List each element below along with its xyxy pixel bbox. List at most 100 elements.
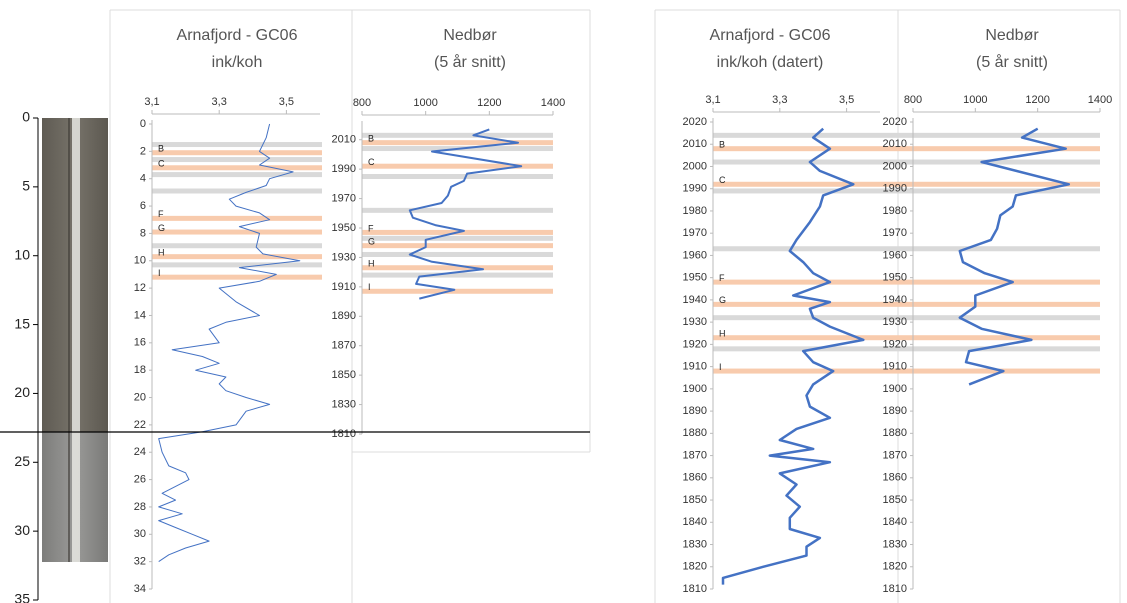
band-label: B: [368, 134, 374, 144]
y-tick-label: 1980: [883, 205, 907, 217]
band-label: H: [158, 248, 165, 258]
band-label: F: [158, 209, 164, 219]
y-tick-label: 0: [22, 109, 30, 125]
y-tick-label: 1940: [683, 294, 707, 306]
chart-subtitle: (5 år snitt): [434, 53, 506, 71]
band: [152, 230, 322, 235]
band: [152, 165, 322, 170]
band-label: H: [368, 259, 375, 269]
y-tick-label: 1990: [883, 183, 907, 195]
y-tick-label: 1830: [883, 538, 907, 550]
y-tick-label: 2: [140, 145, 146, 157]
band-label: G: [719, 295, 726, 305]
y-tick-label: 2000: [683, 160, 707, 172]
x-tick-label: 3,1: [705, 94, 720, 106]
y-tick-label: 2020: [883, 116, 907, 128]
y-tick-label: 2000: [883, 160, 907, 172]
band-label: F: [719, 273, 725, 283]
band-label: I: [368, 282, 371, 292]
y-tick-label: 1840: [683, 516, 707, 528]
y-tick-label: 1820: [683, 561, 707, 573]
band-label: H: [719, 329, 726, 339]
y-tick-label: 1860: [683, 472, 707, 484]
band-label: F: [368, 223, 374, 233]
y-tick-label: 24: [134, 446, 146, 458]
band: [152, 172, 322, 177]
core-image: [42, 118, 108, 562]
y-tick-label: 28: [134, 501, 146, 513]
y-tick-label: 1900: [683, 383, 707, 395]
y-tick-label: 1970: [883, 227, 907, 239]
y-tick-label: 22: [134, 419, 146, 431]
y-tick-label: 1850: [883, 494, 907, 506]
y-tick-label: 34: [134, 583, 146, 595]
x-tick-label: 1400: [541, 97, 565, 109]
x-tick-label: 1000: [963, 94, 987, 106]
y-tick-label: 2010: [332, 134, 356, 146]
x-tick-label: 3,3: [772, 94, 787, 106]
y-tick-label: 1910: [883, 361, 907, 373]
y-tick-label: 1840: [883, 516, 907, 528]
y-tick-label: 1880: [883, 427, 907, 439]
y-tick-label: 1880: [683, 427, 707, 439]
y-tick-label: 25: [14, 453, 30, 469]
band-label: I: [158, 268, 161, 278]
y-tick-label: 1930: [332, 251, 356, 263]
band: [362, 243, 553, 248]
y-tick-label: 1810: [883, 583, 907, 595]
y-tick-label: 1890: [332, 310, 356, 322]
band: [362, 164, 553, 169]
band: [713, 133, 1100, 138]
y-tick-label: 1890: [883, 405, 907, 417]
band: [362, 140, 553, 145]
y-tick-label: 1810: [683, 583, 707, 595]
x-tick-label: 3,5: [279, 96, 294, 108]
band: [362, 273, 553, 278]
y-tick-label: 1910: [332, 281, 356, 293]
y-tick-label: 4: [140, 173, 146, 185]
y-tick-label: 16: [134, 337, 146, 349]
y-tick-label: 1830: [683, 538, 707, 550]
figure: 05101520253035Arnafjord - GC06ink/kohBCF…: [0, 0, 1127, 603]
y-tick-label: 1870: [332, 340, 356, 352]
band-label: C: [368, 157, 375, 167]
y-tick-label: 1930: [883, 316, 907, 328]
x-tick-label: 1200: [1025, 94, 1049, 106]
y-tick-label: 10: [14, 246, 30, 262]
band: [152, 243, 322, 248]
y-tick-label: 1870: [683, 449, 707, 461]
y-tick-label: 1850: [683, 494, 707, 506]
x-tick-label: 800: [904, 94, 922, 106]
y-tick-label: 30: [14, 522, 30, 538]
charts: 05101520253035Arnafjord - GC06ink/kohBCF…: [14, 27, 1112, 603]
y-tick-label: 1950: [683, 272, 707, 284]
y-tick-label: 1940: [883, 294, 907, 306]
y-tick-label: 2010: [883, 138, 907, 150]
x-tick-label: 1000: [413, 97, 437, 109]
y-tick-label: 8: [140, 227, 146, 239]
band-label: C: [158, 159, 165, 169]
band: [152, 150, 322, 155]
y-tick-label: 5: [22, 178, 30, 194]
y-tick-label: 1860: [883, 472, 907, 484]
y-tick-label: 1970: [683, 227, 707, 239]
y-tick-label: 14: [134, 309, 146, 321]
x-tick-label: 3,3: [212, 96, 227, 108]
y-tick-label: 1820: [883, 561, 907, 573]
y-tick-label: 1850: [332, 369, 356, 381]
band-label: B: [719, 140, 725, 150]
y-tick-label: 1960: [883, 249, 907, 261]
y-tick-label: 2020: [683, 116, 707, 128]
chart-title: Arnafjord - GC06: [710, 27, 831, 44]
y-tick-label: 1870: [883, 449, 907, 461]
x-tick-label: 800: [353, 97, 371, 109]
chart-title: Nedbør: [985, 27, 1039, 44]
y-tick-label: 1970: [332, 192, 356, 204]
band: [362, 208, 553, 213]
band-label: G: [158, 223, 165, 233]
band: [152, 275, 322, 280]
y-tick-label: 32: [134, 556, 146, 568]
y-tick-label: 1810: [332, 428, 356, 440]
y-tick-label: 12: [134, 282, 146, 294]
band: [362, 133, 553, 138]
